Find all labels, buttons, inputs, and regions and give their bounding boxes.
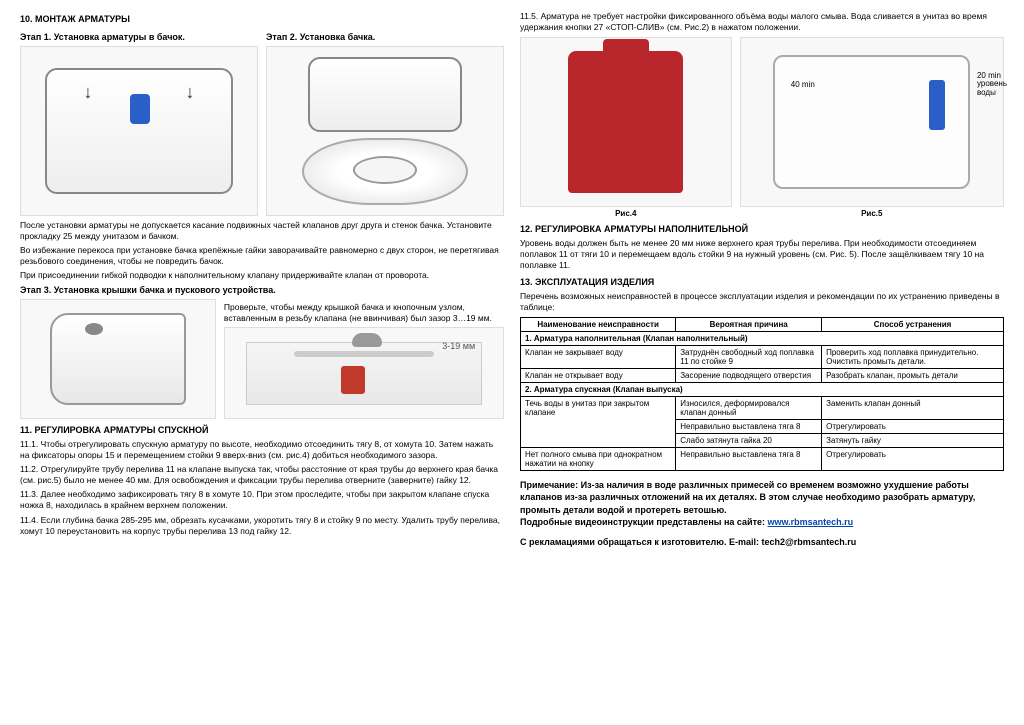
diagram-step2	[266, 46, 504, 216]
group1-header: 1. Арматура наполнительная (Клапан напол…	[521, 332, 1004, 346]
p11-2: 11.2. Отрегулируйте трубу перелива 11 на…	[20, 464, 504, 486]
check-gap-text: Проверьте, чтобы между крышкой бачка и к…	[224, 302, 504, 324]
p11-5: 11.5. Арматура не требует настройки фикс…	[520, 11, 1004, 33]
diagram-lid	[20, 299, 216, 419]
step3-row: Проверьте, чтобы между крышкой бачка и к…	[20, 299, 504, 419]
group2-header: 2. Арматура спускная (Клапан выпуска)	[521, 383, 1004, 397]
table-row: Нет полного смыва при однократном нажати…	[521, 448, 1004, 471]
fig5-label: Рис.5	[740, 209, 1004, 218]
table-row: Клапан не закрывает воду Затруднён свобо…	[521, 346, 1004, 369]
fig4-label: Рис.4	[520, 209, 732, 218]
site-link[interactable]: www.rbmsantech.ru	[768, 517, 854, 527]
p12: Уровень воды должен быть не менее 20 мм …	[520, 238, 1004, 271]
label-20min: 20 min уровень воды	[977, 72, 1007, 98]
step2-title: Этап 2. Установка бачка.	[266, 32, 504, 42]
heading-10: 10. МОНТАЖ АРМАТУРЫ	[20, 14, 504, 24]
para-after-install-1: После установки арматуры не допускается …	[20, 220, 504, 242]
table-row: Течь воды в унитаз при закрытом клапане …	[521, 397, 1004, 420]
heading-11: 11. РЕГУЛИРОВКА АРМАТУРЫ СПУСКНОЙ	[20, 425, 504, 435]
para-after-install-3: При присоединении гибкой подводки к напо…	[20, 270, 504, 281]
th-name: Наименование неисправности	[521, 318, 676, 332]
p11-1: 11.1. Чтобы отрегулировать спускную арма…	[20, 439, 504, 461]
fig-row: Рис.4 40 min 20 min уровень воды Рис.5	[520, 37, 1004, 218]
th-fix: Способ устранения	[822, 318, 1004, 332]
p11-4: 11.4. Если глубина бачка 285-295 мм, обр…	[20, 515, 504, 537]
heading-13: 13. ЭКСПЛУАТАЦИЯ ИЗДЕЛИЯ	[520, 277, 1004, 287]
note-primary: Примечание: Из-за наличия в воде различн…	[520, 479, 1004, 528]
diagram-step1: ↓ ↓	[20, 46, 258, 216]
table-row: Клапан не открывает воду Засорение подво…	[521, 369, 1004, 383]
label-40min: 40 min	[791, 80, 815, 89]
diagram-fig4	[520, 37, 732, 207]
para-after-install-2: Во избежание перекоса при установке бачк…	[20, 245, 504, 267]
note-contact: С рекламациями обращаться к изготовителю…	[520, 536, 1004, 548]
diagram-gap: 3-19 мм	[224, 327, 504, 419]
p11-3: 11.3. Далее необходимо зафиксировать тяг…	[20, 489, 504, 511]
step3-title: Этап 3. Установка крышки бачка и пусково…	[20, 285, 504, 295]
gap-measurement: 3-19 мм	[442, 341, 475, 351]
step1-title: Этап 1. Установка арматуры в бачок.	[20, 32, 258, 42]
left-column: 10. МОНТАЖ АРМАТУРЫ Этап 1. Установка ар…	[12, 8, 512, 717]
p13: Перечень возможных неисправностей в проц…	[520, 291, 1004, 313]
heading-12: 12. РЕГУЛИРОВКА АРМАТУРЫ НАПОЛНИТЕЛЬНОЙ	[520, 224, 1004, 234]
th-cause: Вероятная причина	[676, 318, 822, 332]
diagram-fig5: 40 min 20 min уровень воды	[740, 37, 1004, 207]
troubleshooting-table: Наименование неисправности Вероятная при…	[520, 317, 1004, 471]
step-row-1: Этап 1. Установка арматуры в бачок. ↓ ↓ …	[20, 28, 504, 216]
right-column: 11.5. Арматура не требует настройки фикс…	[512, 8, 1012, 717]
